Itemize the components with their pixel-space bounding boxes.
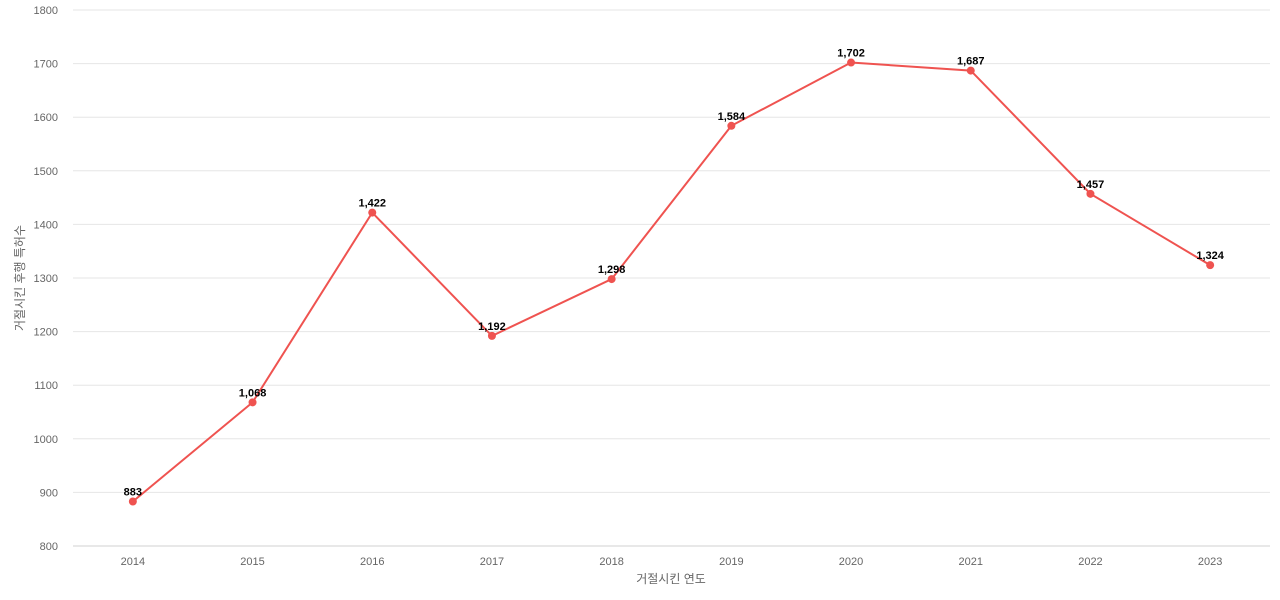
data-label: 1,687 [957,56,985,68]
data-labels: 883 1,068 1,422 1,192 1,298 1,584 1,702 1,687 1,… [124,48,1225,499]
x-tick-label: 2017 [480,556,504,568]
series-group [132,61,1211,503]
x-tick-label: 2016 [360,556,384,568]
data-label: 1,298 [598,264,626,276]
y-tick-label: 1200 [34,327,58,339]
y-tick-label: 1500 [34,166,58,178]
data-label: 883 [124,487,142,499]
y-tick-label: 1800 [34,5,58,17]
data-label: 1,702 [837,48,865,60]
series-line [132,61,1211,503]
x-tick-label: 2021 [959,556,983,568]
grid [73,9,1270,547]
data-label: 1,324 [1196,250,1224,262]
data-point[interactable] [248,398,257,407]
data-point[interactable] [1086,189,1095,198]
data-point[interactable] [1206,261,1215,270]
y-tick-label: 1600 [34,112,58,124]
y-tick-label: 1400 [34,219,58,231]
y-tick-label: 1300 [34,273,58,285]
data-point[interactable] [128,497,137,506]
x-tick-label: 2022 [1078,556,1102,568]
data-point[interactable] [966,66,975,75]
data-label: 1,068 [239,387,267,399]
data-points [128,58,1215,506]
x-axis-ticks: 2014 2015 2016 2017 2018 2019 2020 2021 2022 2023 [121,556,1223,568]
y-axis-ticks: 800 900 1000 1100 1200 1300 1400 1500 1600 1700 18… [34,5,58,553]
x-tick-label: 2018 [599,556,623,568]
data-point[interactable] [487,331,496,340]
data-point[interactable] [368,208,377,217]
y-tick-label: 1000 [34,434,58,446]
y-axis-title: 거절시킨 후행 특허수 [12,225,27,331]
x-axis-title: 거절시킨 연도 [636,572,706,586]
data-label: 1,192 [478,321,506,333]
data-label: 1,457 [1077,179,1105,191]
y-tick-label: 800 [40,541,58,553]
x-tick-label: 2019 [719,556,743,568]
x-tick-label: 2014 [121,556,145,568]
data-point[interactable] [607,275,616,284]
y-tick-label: 1100 [34,380,58,392]
data-point[interactable] [847,58,856,67]
y-tick-label: 900 [40,487,58,499]
y-tick-label: 1700 [34,59,58,71]
x-tick-label: 2023 [1198,556,1222,568]
x-tick-label: 2020 [839,556,863,568]
data-point[interactable] [727,121,736,130]
data-label: 1,422 [358,198,386,210]
data-label: 1,584 [718,111,746,123]
x-tick-label: 2015 [240,556,264,568]
